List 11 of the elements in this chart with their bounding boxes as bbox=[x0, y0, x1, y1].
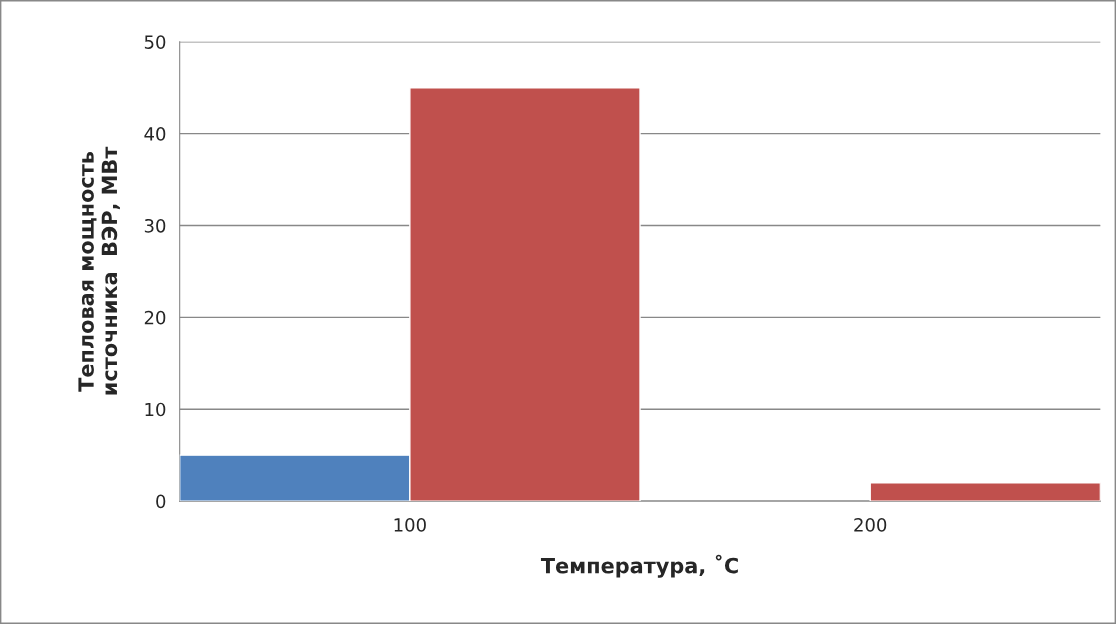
x-axis-title: Температура, ˚C bbox=[540, 554, 738, 578]
y-axis-title: Тепловая мощность источника ВЭР, МВт bbox=[78, 146, 120, 395]
bar bbox=[869, 482, 1101, 502]
x-tick-label: 100 bbox=[394, 518, 426, 532]
y-tick-label: 40 bbox=[144, 127, 166, 141]
y-tick-label: 0 bbox=[156, 494, 166, 509]
y-tick-label: 50 bbox=[144, 35, 166, 49]
y-tick-label: 30 bbox=[144, 218, 166, 233]
y-tick-label: 20 bbox=[144, 310, 166, 325]
x-tick-label: 200 bbox=[854, 518, 887, 532]
y-tick-label: 10 bbox=[145, 402, 166, 417]
